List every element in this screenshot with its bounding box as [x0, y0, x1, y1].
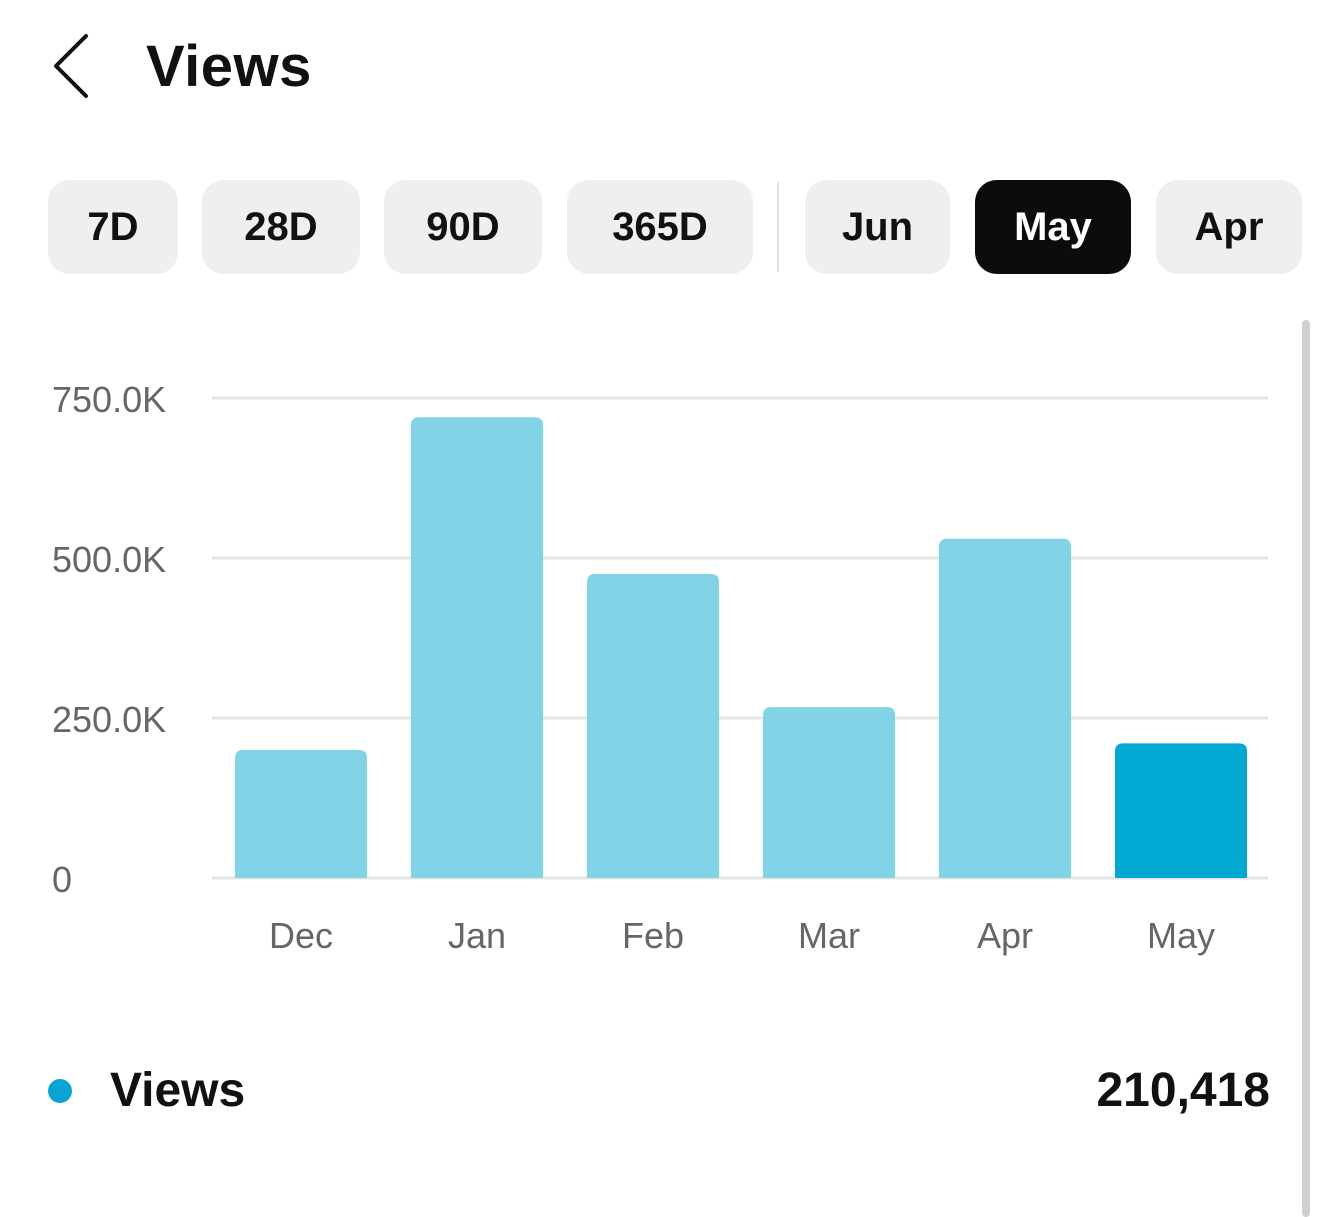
y-tick-label: 500.0K — [52, 539, 166, 580]
filter-chip-apr[interactable]: Apr — [1156, 180, 1302, 274]
header: Views — [0, 0, 1320, 140]
x-tick-label: Dec — [269, 915, 333, 956]
filter-divider — [777, 182, 779, 272]
filter-chip-90d[interactable]: 90D — [384, 180, 542, 274]
x-tick-label: Jan — [448, 915, 506, 956]
views-bar-chart: 0 250.0K 500.0K 750.0K Dec Jan Feb Mar Apr May — [0, 320, 1300, 1000]
filter-chip-365d[interactable]: 365D — [567, 180, 753, 274]
legend-dot-icon — [48, 1079, 72, 1103]
y-tick-label: 0 — [52, 859, 72, 900]
filter-chip-28d[interactable]: 28D — [202, 180, 360, 274]
x-tick-label: Feb — [622, 915, 684, 956]
y-tick-label: 750.0K — [52, 379, 166, 420]
back-button[interactable] — [40, 30, 100, 102]
chevron-left-icon — [54, 34, 88, 98]
bar-dec[interactable] — [235, 750, 367, 878]
legend-total-value: 210,418 — [1096, 1064, 1270, 1117]
x-tick-label: May — [1147, 915, 1215, 956]
x-tick-label: Apr — [977, 915, 1033, 956]
scrollbar[interactable] — [1302, 320, 1310, 1217]
y-tick-label: 250.0K — [52, 699, 166, 740]
bar-may[interactable] — [1115, 743, 1247, 878]
bar-mar[interactable] — [763, 707, 895, 878]
page-title: Views — [146, 34, 312, 99]
date-filter-bar: 7D 28D 90D 365D Jun May Apr — [0, 180, 1320, 276]
filter-chip-jun[interactable]: Jun — [805, 180, 950, 274]
filter-chip-may[interactable]: May — [975, 180, 1131, 274]
legend-label: Views — [110, 1064, 246, 1117]
bar-apr[interactable] — [939, 538, 1071, 878]
legend: Views 210,418 — [0, 1056, 1320, 1126]
bar-feb[interactable] — [587, 574, 719, 878]
bar-jan[interactable] — [411, 417, 543, 878]
x-tick-label: Mar — [798, 915, 860, 956]
chart-svg: 0 250.0K 500.0K 750.0K Dec Jan Feb Mar Apr May — [52, 379, 1268, 956]
filter-chip-7d[interactable]: 7D — [48, 180, 178, 274]
